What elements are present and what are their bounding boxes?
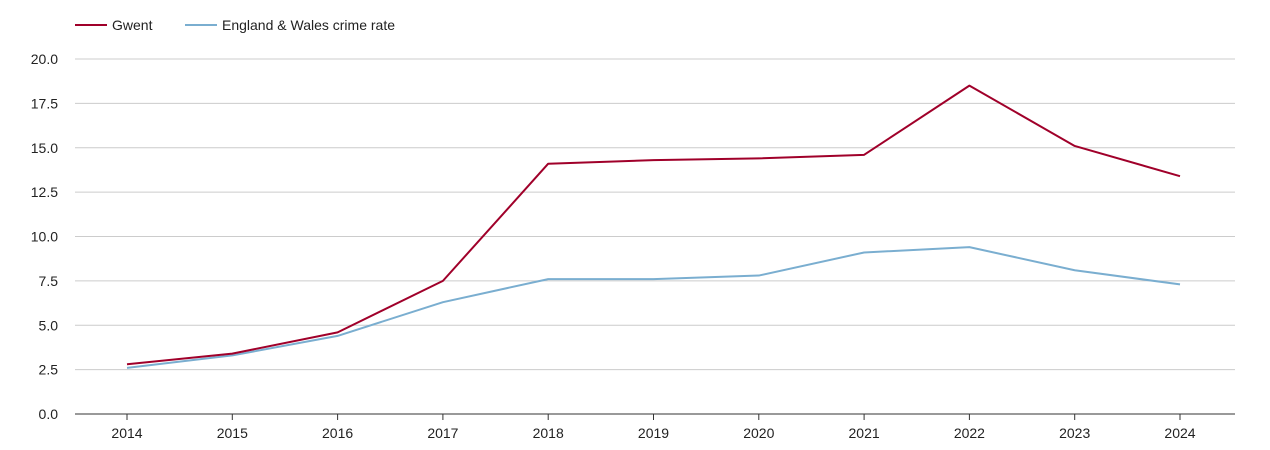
y-tick-label: 5.0 [39,317,59,333]
x-tick-label: 2020 [743,425,774,441]
y-tick-label: 12.5 [31,184,58,200]
x-tick-label: 2022 [954,425,985,441]
x-axis-ticks: 2014 2015 2016 2017 2018 2019 2020 2021 2022 2023… [111,414,1196,441]
legend-label-0: Gwent [112,17,153,33]
x-tick-label: 2021 [849,425,880,441]
y-tick-label: 0.0 [39,406,59,422]
y-axis-ticks: 0.0 2.5 5.0 7.5 10.0 12.5 15.0 17.5 20.0 [31,51,58,422]
legend-label-1: England & Wales crime rate [222,17,395,33]
y-tick-label: 2.5 [39,362,59,378]
series-line-0 [126,84,1181,366]
x-tick-label: 2016 [322,425,353,441]
series-line-1 [126,246,1181,369]
x-tick-label: 2014 [111,425,142,441]
grid-lines [75,58,1235,371]
y-tick-label: 20.0 [31,51,58,67]
y-tick-label: 15.0 [31,140,58,156]
legend: Gwent England & Wales crime rate [75,17,395,33]
x-tick-label: 2019 [638,425,669,441]
series-lines [126,84,1181,369]
x-tick-label: 2018 [533,425,564,441]
x-tick-label: 2017 [427,425,458,441]
y-tick-label: 7.5 [39,273,59,289]
y-tick-label: 17.5 [31,95,58,111]
y-tick-label: 10.0 [31,229,58,245]
x-tick-label: 2015 [217,425,248,441]
x-tick-label: 2024 [1164,425,1195,441]
x-tick-label: 2023 [1059,425,1090,441]
